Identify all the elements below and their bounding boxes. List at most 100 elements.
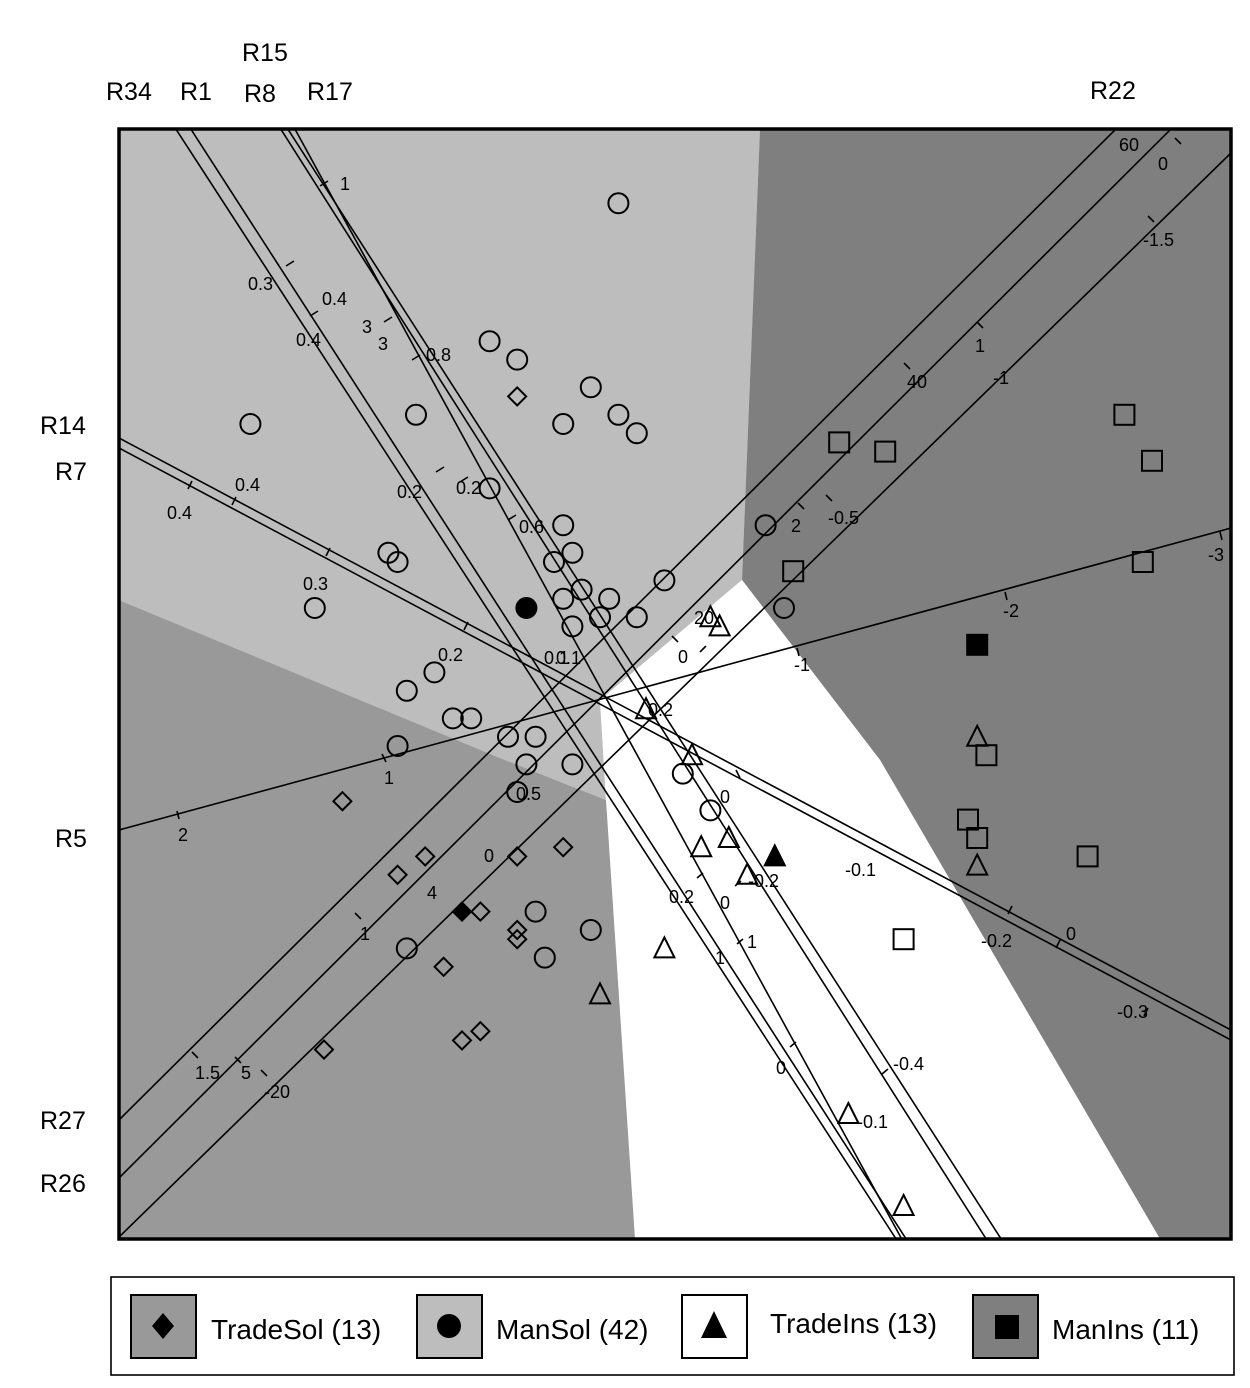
- tick-label: 3: [378, 334, 388, 354]
- diamond-data-point: [469, 1020, 491, 1042]
- diamond-data-point: [387, 864, 409, 886]
- tick-label: 1: [715, 948, 725, 968]
- circle-data-point: [515, 753, 538, 776]
- triangle-data-point: [588, 981, 612, 1005]
- tick-label: 0.3: [248, 274, 273, 294]
- circle-data-point: [543, 551, 565, 573]
- tick-label: 40: [907, 372, 927, 392]
- circle-data-point: [625, 606, 648, 629]
- legend-label-tradeins: TradeIns (13): [770, 1308, 937, 1339]
- tick-label: 0.6: [519, 517, 544, 537]
- diamond-data-point: [506, 845, 528, 867]
- tick-mark: [903, 362, 911, 370]
- tick-mark: [234, 1056, 242, 1064]
- circle-data-point: [470, 83, 490, 103]
- tick-label: 5: [241, 1063, 251, 1083]
- triangle-data-point: [836, 1100, 861, 1124]
- diamond-data-point: [506, 385, 528, 407]
- tick-mark: [976, 321, 984, 329]
- axis-line-r34: [174, 129, 898, 1239]
- tick-mark: [881, 1068, 889, 1075]
- circle-data-point: [653, 569, 676, 592]
- tick-label: 0.1: [544, 648, 569, 668]
- circle-data-point: [625, 422, 648, 445]
- diamond-data-point: [506, 919, 528, 941]
- circle-marker-icon: [437, 1314, 461, 1338]
- diamond-data-point: [414, 845, 436, 867]
- axis-line-r1: [189, 129, 908, 1239]
- plot-frame: [117, 127, 1233, 1241]
- tick-marks: [176, 137, 1223, 1077]
- circle-data-point: [754, 514, 777, 537]
- triangle-data-point: [891, 1192, 916, 1216]
- tick-label: 1.5: [195, 1063, 220, 1083]
- circle-data-point: [405, 403, 427, 426]
- diamond-data-point: [331, 790, 353, 812]
- tick-mark: [459, 476, 469, 483]
- data-points: [239, 83, 1163, 1216]
- circle-data-point: [478, 477, 501, 500]
- axis-line-r26: [119, 152, 1231, 1238]
- tick-label: 0.4: [296, 330, 321, 350]
- tick-mark: [381, 753, 387, 763]
- triangle-data-point: [689, 833, 713, 858]
- tick-label: 0: [484, 846, 494, 866]
- triangle-data-point: [965, 852, 989, 876]
- biplot-axes: [119, 129, 1231, 1239]
- region-manins: [742, 129, 1231, 1239]
- tick-label: 1: [360, 924, 370, 944]
- tick-label: 0.4: [167, 503, 192, 523]
- circle-data-point: [561, 615, 584, 638]
- circle-data-point: [395, 937, 418, 960]
- axis-name-r34: R34: [106, 78, 152, 106]
- axis-line-r14: [119, 437, 1231, 1031]
- tick-label: 4: [427, 883, 437, 903]
- tick-label: -0.3: [1117, 1002, 1148, 1022]
- diamond-data-point: [451, 1029, 473, 1051]
- circle-data-point: [386, 551, 409, 573]
- circle-data-point: [607, 403, 630, 426]
- tick-mark: [309, 310, 319, 317]
- tick-mark: [325, 547, 331, 557]
- tick-label: 0.2: [438, 645, 463, 665]
- square-data-point: [1076, 845, 1099, 868]
- circle-data-point: [239, 413, 262, 435]
- axis-line-r22: [119, 129, 1118, 1121]
- tick-label: 1: [975, 336, 985, 356]
- tick-label: -0.1: [857, 1112, 888, 1132]
- circle-data-point: [552, 587, 575, 610]
- axis-name-r5: R5: [55, 825, 87, 853]
- tick-mark: [736, 938, 744, 945]
- diamond-centroid-point: [451, 901, 473, 923]
- axis-name-r22: R22: [1090, 77, 1136, 105]
- tick-mark: [796, 647, 800, 657]
- axis-name-r1: R1: [180, 78, 212, 106]
- triangle-data-point: [735, 861, 759, 885]
- tick-label: 0.3: [303, 574, 328, 594]
- circle-data-point: [303, 597, 326, 619]
- tick-label: 0.8: [426, 345, 451, 365]
- tick-mark: [735, 769, 741, 779]
- axis-line-r27: [119, 129, 1173, 1179]
- tick-mark: [463, 621, 469, 631]
- circle-data-point: [506, 781, 529, 803]
- tick-label: 2: [791, 516, 801, 536]
- diamond-data-point: [552, 836, 574, 858]
- circle-data-point: [570, 578, 593, 601]
- tick-mark: [1143, 1007, 1149, 1017]
- legend-frame: [110, 1276, 1235, 1376]
- tick-mark: [825, 494, 833, 502]
- square-marker-icon: [995, 1315, 1019, 1339]
- diamond-marker-icon: [152, 1313, 174, 1339]
- square-data-point: [828, 431, 851, 454]
- region-tradesol: [119, 600, 635, 1239]
- tick-labels: 1 0.3 0.4 0.4 3 3 0.8 0.2 0.2 0.6 0.4 0.…: [167, 135, 1224, 1132]
- tick-label: 0: [678, 647, 688, 667]
- tick-label: 1: [384, 768, 394, 788]
- square-data-point: [966, 827, 989, 849]
- tick-mark: [176, 810, 180, 820]
- tick-label: 0: [1066, 924, 1076, 944]
- tick-mark: [191, 1051, 199, 1059]
- square-data-point: [975, 744, 998, 767]
